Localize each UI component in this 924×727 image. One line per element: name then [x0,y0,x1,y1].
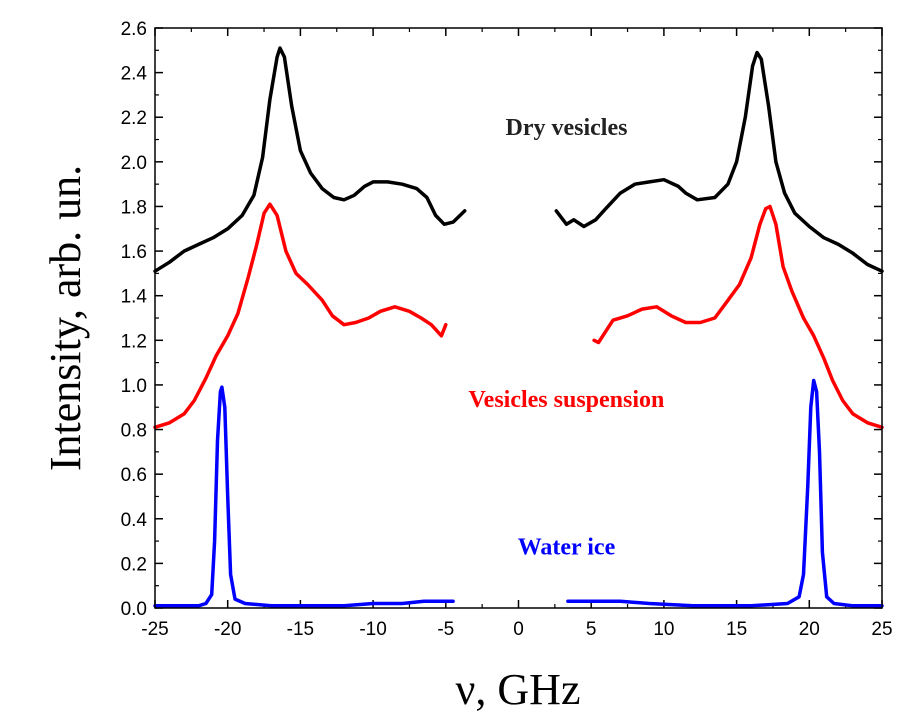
y-tick-labels: 0.0 0.2 0.4 0.6 0.8 1.0 1.2 1.4 1.6 1.8 2.0 2.2 2.4 2… [121,19,148,620]
x-tick-label: -25 [141,619,168,640]
series-water-ice-right [566,378,884,608]
series-water-ice-left [153,385,455,608]
x-tick-label: -20 [214,619,241,640]
x-tick-label: -5 [437,619,454,640]
y-tick-label: 2.0 [121,153,147,174]
annotation-vesicles-suspension: Vesicles suspension [469,387,665,413]
y-tick-label: 2.6 [121,19,147,40]
annotations: Dry vesicles Vesicles suspension Water ice [469,115,665,560]
x-tick-label: 25 [871,619,892,640]
y-tick-label: 1.8 [121,197,147,218]
series-dry-vesicles-right [554,50,884,273]
plot-frame [154,27,883,609]
plot-series [153,46,884,608]
y-tick-label: 1.6 [121,242,147,263]
y-tick-label: 2.2 [121,108,147,129]
y-tick-label: 1.2 [121,331,147,352]
y-tick-label: 1.0 [121,376,147,397]
annotation-water-ice: Water ice [518,534,616,560]
y-tick-label: 0.2 [121,554,147,575]
series-dry-vesicles-left [153,46,467,273]
x-tick-label: -10 [359,619,386,640]
y-tick-label: 1.4 [121,287,148,308]
y-tick-label: 0.8 [121,421,147,442]
series-vesicles-suspension-right [592,204,884,430]
x-tick-label: 10 [653,619,674,640]
annotation-dry-vesicles: Dry vesicles [505,115,627,141]
x-tick-label: 15 [726,619,747,640]
y-tick-label: 0.4 [121,510,148,531]
y-axis-label: Intensity, arb. un. [41,165,90,471]
y-tick-label: 0.0 [121,599,147,620]
x-tick-labels: -25 -20 -15 -10 -5 0 5 10 15 20 25 [141,619,892,640]
x-tick-label: 20 [799,619,820,640]
x-tick-label: 0 [513,619,524,640]
series-vesicles-suspension-left [153,202,448,430]
y-tick-label: 2.4 [121,64,148,85]
y-tick-label: 0.6 [121,465,147,486]
x-tick-label: 5 [586,619,597,640]
x-tick-label: -15 [287,619,314,640]
x-axis-label: ν, GHz [456,665,581,714]
